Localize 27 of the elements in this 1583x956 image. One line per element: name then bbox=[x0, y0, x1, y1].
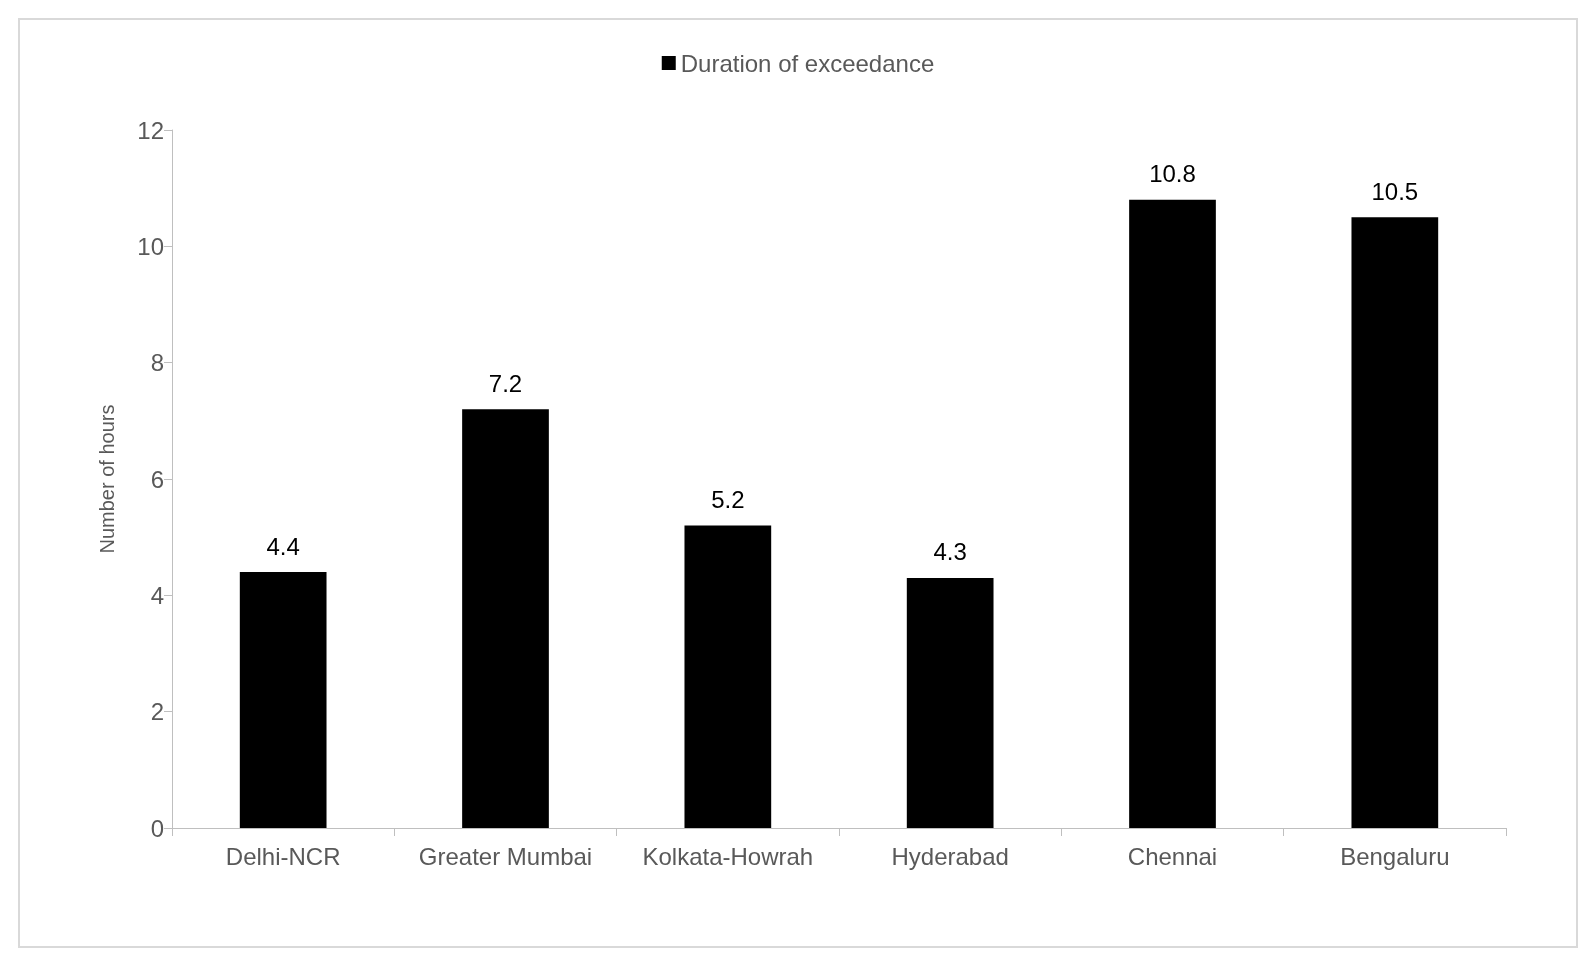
y-tick-label: 10 bbox=[137, 232, 164, 260]
data-label: 4.3 bbox=[933, 538, 967, 566]
bar bbox=[1351, 217, 1439, 828]
x-tick-label: Delhi-NCR bbox=[225, 842, 341, 870]
x-tick-label: Kolkata-Howrah bbox=[642, 842, 814, 870]
x-tick-label: Hyderabad bbox=[891, 842, 1009, 870]
data-label: 7.2 bbox=[488, 369, 523, 397]
bar bbox=[906, 577, 994, 828]
y-tick-label: 4 bbox=[150, 581, 164, 609]
y-tick-label: 12 bbox=[137, 116, 164, 144]
y-tick-label: 8 bbox=[150, 349, 164, 377]
x-tick-label: Chennai bbox=[1127, 842, 1218, 870]
data-label: 4.4 bbox=[266, 532, 300, 560]
y-tick-label: 0 bbox=[150, 814, 164, 842]
bar bbox=[239, 572, 327, 828]
y-axis-title: Number of hours bbox=[96, 404, 118, 554]
legend-label: Duration of exceedance bbox=[680, 49, 935, 77]
bar bbox=[462, 409, 549, 828]
data-label: 5.2 bbox=[711, 486, 745, 514]
bar bbox=[1129, 199, 1216, 828]
x-tick-label: Greater Mumbai bbox=[418, 842, 593, 870]
y-tick-label: 6 bbox=[150, 465, 164, 493]
data-label: 10.5 bbox=[1371, 177, 1419, 205]
x-tick-label: Bengaluru bbox=[1340, 842, 1450, 870]
data-label: 10.8 bbox=[1149, 160, 1196, 188]
bar bbox=[684, 525, 772, 828]
y-tick-label: 2 bbox=[150, 698, 164, 726]
